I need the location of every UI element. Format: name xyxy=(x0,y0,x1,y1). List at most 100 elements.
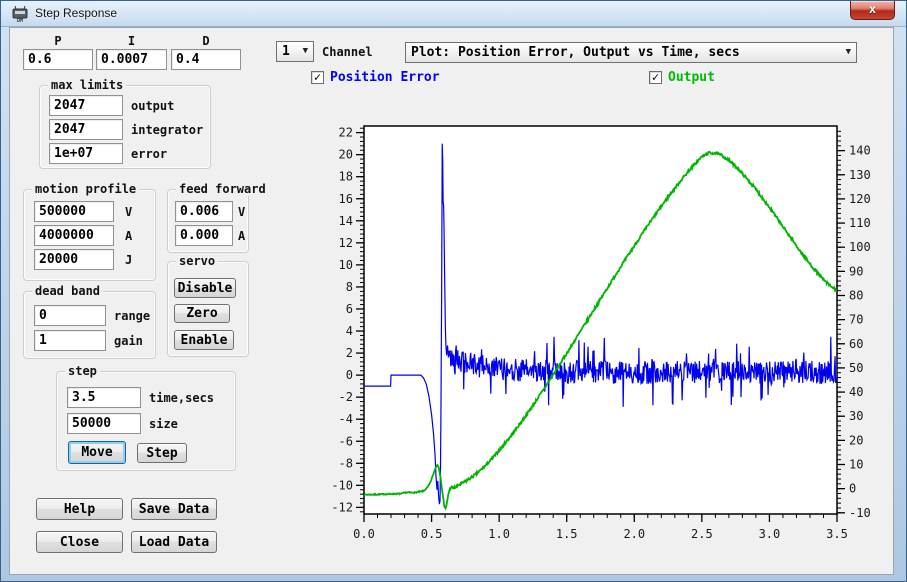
i-label: I xyxy=(127,34,136,48)
ff-accel-input[interactable] xyxy=(175,225,233,246)
step-size-label: size xyxy=(149,417,178,431)
svg-text:0.0: 0.0 xyxy=(353,527,375,541)
window-title: Step Response xyxy=(35,6,118,20)
max-limits-group: max limits xyxy=(39,78,211,169)
profile-jerk-input[interactable] xyxy=(34,249,114,270)
close-button[interactable]: Close xyxy=(36,531,123,553)
servo-title: servo xyxy=(176,254,219,268)
servo-enable-button[interactable]: Enable xyxy=(174,330,234,350)
close-window-button[interactable]: x xyxy=(850,1,895,20)
svg-text:DM: DM xyxy=(17,18,23,23)
step-time-label: time,secs xyxy=(149,391,215,405)
output-checkbox[interactable]: ✓ Output xyxy=(649,70,715,85)
checkmark-icon: ✓ xyxy=(311,71,324,84)
dead-band-title: dead band xyxy=(32,284,104,298)
servo-group: servo xyxy=(167,254,249,357)
step-button[interactable]: Step xyxy=(137,443,187,463)
max-output-input[interactable] xyxy=(49,95,123,116)
svg-text:30: 30 xyxy=(849,409,863,423)
load-data-button[interactable]: Load Data xyxy=(131,531,217,553)
checkmark-icon: ✓ xyxy=(649,71,662,84)
svg-text:120: 120 xyxy=(849,192,871,206)
svg-text:10: 10 xyxy=(339,258,353,272)
svg-text:2.0: 2.0 xyxy=(623,527,645,541)
dead-band-group: dead band xyxy=(23,284,156,359)
svg-text:50: 50 xyxy=(849,361,863,375)
servo-zero-button[interactable]: Zero xyxy=(174,304,230,323)
title-bar[interactable]: DM Step Response xyxy=(1,1,906,27)
channel-select[interactable]: 1 ▼ xyxy=(276,41,314,62)
svg-text:2.5: 2.5 xyxy=(691,527,713,541)
ff-velocity-input[interactable] xyxy=(175,201,233,222)
channel-label: Channel xyxy=(322,45,373,59)
motion-profile-group: motion profile xyxy=(23,182,156,281)
svg-text:90: 90 xyxy=(849,264,863,278)
chart-canvas: 2220181614121086420-2-4-6-8-10-121401301… xyxy=(331,125,871,541)
svg-text:0: 0 xyxy=(849,482,856,496)
position-error-checkbox[interactable]: ✓ Position Error xyxy=(311,70,440,85)
d-label: D xyxy=(202,34,210,48)
svg-text:22: 22 xyxy=(339,126,353,140)
profile-jerk-label: J xyxy=(125,253,133,267)
save-data-button[interactable]: Save Data xyxy=(131,498,217,520)
plot-type-select[interactable]: Plot: Position Error, Output vs Time, se… xyxy=(405,42,857,63)
move-button[interactable]: Move xyxy=(68,441,126,464)
svg-text:0.5: 0.5 xyxy=(421,527,443,541)
svg-text:12: 12 xyxy=(339,236,353,250)
motion-profile-title: motion profile xyxy=(32,182,140,196)
chevron-down-icon: ▼ xyxy=(302,46,308,56)
step-response-chart: 22 20 18 16 14 12 10 8 6 4 2 0 -2 -4 -6 -8 -10 -12 140 130 1… xyxy=(321,117,881,545)
p-input[interactable] xyxy=(23,49,93,70)
svg-text:100: 100 xyxy=(849,240,871,254)
svg-text:14: 14 xyxy=(339,214,353,228)
profile-velocity-input[interactable] xyxy=(34,201,114,222)
svg-text:80: 80 xyxy=(849,288,863,302)
svg-text:1.5: 1.5 xyxy=(556,527,578,541)
ff-accel-label: A xyxy=(238,229,246,243)
max-limits-title: max limits xyxy=(48,78,127,92)
profile-velocity-label: V xyxy=(125,205,133,219)
svg-text:3.0: 3.0 xyxy=(759,527,781,541)
svg-text:-6: -6 xyxy=(339,434,353,448)
svg-text:60: 60 xyxy=(849,337,863,351)
svg-text:8: 8 xyxy=(346,280,353,294)
d-input[interactable] xyxy=(171,49,241,70)
max-integrator-input[interactable] xyxy=(49,119,123,140)
svg-text:-10: -10 xyxy=(331,478,353,492)
max-error-input[interactable] xyxy=(49,143,123,164)
feed-forward-title: feed forward xyxy=(176,182,269,196)
step-time-input[interactable] xyxy=(67,387,141,408)
deadband-range-label: range xyxy=(114,309,151,323)
close-icon: x xyxy=(869,2,876,16)
svg-text:20: 20 xyxy=(339,148,353,162)
svg-text:1.0: 1.0 xyxy=(488,527,510,541)
profile-accel-input[interactable] xyxy=(34,225,114,246)
max-error-label: error xyxy=(131,147,168,161)
app-icon: DM xyxy=(12,5,28,23)
svg-text:16: 16 xyxy=(339,192,353,206)
feed-forward-group: feed forward xyxy=(167,182,269,253)
help-button[interactable]: Help xyxy=(36,498,123,520)
svg-text:70: 70 xyxy=(849,313,863,327)
i-input[interactable] xyxy=(96,49,167,70)
chevron-down-icon: ▼ xyxy=(845,47,851,57)
max-output-label: output xyxy=(131,99,175,113)
deadband-range-input[interactable] xyxy=(34,305,106,326)
plot-type-value: Plot: Position Error, Output vs Time, se… xyxy=(411,45,740,60)
svg-text:-8: -8 xyxy=(339,456,353,470)
position-error-label: Position Error xyxy=(330,70,440,85)
servo-disable-button[interactable]: Disable xyxy=(174,278,236,298)
p-label: P xyxy=(54,34,62,48)
svg-text:3.5: 3.5 xyxy=(826,527,848,541)
svg-text:-12: -12 xyxy=(331,500,353,514)
svg-text:10: 10 xyxy=(849,458,863,472)
svg-text:18: 18 xyxy=(339,170,353,184)
deadband-gain-input[interactable] xyxy=(34,330,106,351)
svg-text:20: 20 xyxy=(849,433,863,447)
svg-text:2: 2 xyxy=(346,346,353,360)
step-size-input[interactable] xyxy=(67,413,141,434)
svg-text:4: 4 xyxy=(346,324,353,338)
svg-text:110: 110 xyxy=(849,216,871,230)
deadband-gain-label: gain xyxy=(114,334,143,348)
